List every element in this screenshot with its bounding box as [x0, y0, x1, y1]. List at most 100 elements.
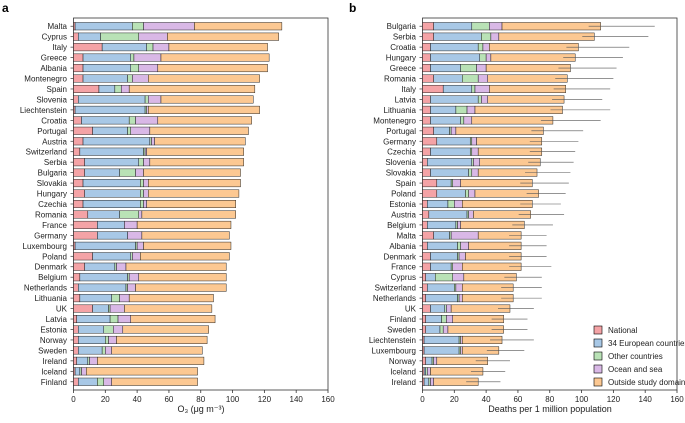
- bar-bulgaria-outside-study-domain: [501, 22, 601, 31]
- bar-czechia-national: [422, 147, 431, 156]
- legend-swatch-national: [593, 325, 603, 335]
- bar-montenegro-other-countries: [127, 74, 133, 83]
- legend-label-other: Other countries: [608, 352, 663, 361]
- bar-greece-outside-study-domain: [485, 64, 571, 73]
- category-label-ireland: Ireland: [43, 357, 67, 366]
- bar-montenegro-ocean-and-sea: [463, 116, 473, 125]
- bar-spain-other-countries: [450, 179, 453, 188]
- bar-finland-34-european-countries: [425, 315, 442, 324]
- bar-serbia-ocean-and-sea: [490, 32, 500, 41]
- bar-greece-outside-study-domain: [160, 53, 270, 62]
- bar-portugal-ocean-and-sea: [130, 126, 151, 135]
- bar-serbia-national: [73, 158, 85, 167]
- bar-italy-other-countries: [146, 43, 154, 52]
- bar-slovenia-34-european-countries: [78, 95, 146, 104]
- category-label-finland: Finland: [390, 315, 416, 324]
- bar-serbia-outside-study-domain: [498, 32, 595, 41]
- category-label-norway: Norway: [389, 357, 416, 366]
- bar-poland-national: [73, 252, 93, 261]
- x-tick-label: 0: [420, 395, 425, 404]
- bar-lithuania-outside-study-domain: [128, 294, 214, 303]
- x-tick-label: 100: [226, 395, 240, 404]
- bar-bulgaria-ocean-and-sea: [489, 22, 503, 31]
- bar-iceland-ocean-and-sea: [81, 367, 87, 376]
- category-label-montenegro: Montenegro: [373, 116, 416, 125]
- category-label-ireland: Ireland: [392, 378, 416, 387]
- bar-latvia-ocean-and-sea: [117, 315, 131, 324]
- x-tick-label: 120: [607, 395, 621, 404]
- bar-uk-34-european-countries: [92, 304, 109, 313]
- bar-liechtenstein-outside-study-domain: [148, 105, 260, 114]
- bar-denmark-34-european-countries: [84, 262, 116, 271]
- panel-label-b: b: [349, 1, 356, 15]
- bar-latvia-ocean-and-sea: [481, 95, 488, 104]
- bar-cyprus-national: [422, 273, 426, 282]
- legend-label-ocean: Ocean and sea: [608, 365, 663, 374]
- bar-luxembourg-ocean-and-sea: [136, 241, 144, 250]
- bar-france-ocean-and-sea: [452, 262, 463, 271]
- bar-netherlands-other-countries: [457, 294, 460, 303]
- bar-latvia-national: [422, 95, 431, 104]
- category-label-finland: Finland: [41, 378, 67, 387]
- bar-iceland-other-countries: [425, 367, 428, 376]
- bar-czechia-ocean-and-sea: [471, 147, 479, 156]
- bar-croatia-other-countries: [128, 116, 136, 125]
- bar-denmark-other-countries: [114, 262, 117, 271]
- bar-ireland-ocean-and-sea: [430, 377, 434, 386]
- bar-netherlands-34-european-countries: [425, 294, 458, 303]
- bar-albania-34-european-countries: [82, 64, 131, 73]
- bar-romania-34-european-countries: [433, 74, 463, 83]
- category-label-uk: UK: [56, 305, 68, 314]
- bar-latvia-34-european-countries: [430, 95, 479, 104]
- bar-sweden-outside-study-domain: [111, 346, 203, 355]
- bar-latvia-other-countries: [477, 95, 482, 104]
- bar-slovenia-national: [422, 158, 428, 167]
- bar-italy-ocean-and-sea: [474, 84, 490, 93]
- bar-czechia-other-countries: [140, 200, 144, 208]
- category-label-latvia: Latvia: [395, 95, 417, 104]
- category-label-romania: Romania: [35, 210, 68, 219]
- bar-norway-34-european-countries: [425, 356, 433, 365]
- bar-liechtenstein-national: [73, 105, 76, 114]
- bar-bulgaria-34-european-countries: [84, 168, 120, 177]
- bar-iceland-outside-study-domain: [85, 367, 198, 376]
- bar-estonia-other-countries: [103, 325, 114, 334]
- category-label-italy: Italy: [52, 43, 67, 52]
- bar-germany-34-european-countries: [97, 231, 128, 240]
- bar-denmark-national: [73, 262, 85, 271]
- category-label-slovenia: Slovenia: [36, 95, 67, 104]
- bar-belgium-outside-study-domain: [138, 273, 227, 282]
- bar-iceland-ocean-and-sea: [427, 367, 431, 376]
- bar-slovakia-national: [422, 168, 431, 177]
- bar-croatia-ocean-and-sea: [482, 43, 490, 52]
- bar-norway-national: [422, 356, 426, 365]
- legend: National 34 European countries Other cou…: [593, 325, 685, 387]
- bar-cyprus-34-european-countries: [78, 32, 101, 41]
- bar-latvia-34-european-countries: [76, 315, 111, 324]
- category-label-lithuania: Lithuania: [35, 294, 68, 303]
- bar-hungary-34-european-countries: [84, 189, 141, 198]
- bar-greece-ocean-and-sea: [133, 53, 162, 62]
- category-label-slovakia: Slovakia: [37, 179, 68, 188]
- bar-croatia-ocean-and-sea: [135, 116, 159, 125]
- bar-belgium-national: [422, 220, 428, 229]
- bar-france-34-european-countries: [97, 220, 125, 229]
- bar-uk-ocean-and-sea: [446, 304, 452, 313]
- bar-slovenia-ocean-and-sea: [148, 95, 162, 104]
- bar-austria-34-european-countries: [82, 137, 151, 146]
- bar-sweden-34-european-countries: [78, 346, 103, 355]
- bar-hungary-34-european-countries: [430, 53, 480, 62]
- category-label-denmark: Denmark: [384, 252, 417, 261]
- bar-switzerland-national: [422, 283, 428, 292]
- bar-netherlands-outside-study-domain: [135, 283, 227, 292]
- bar-hungary-ocean-and-sea: [485, 53, 492, 62]
- bar-austria-outside-study-domain: [154, 137, 246, 146]
- bar-italy-34-european-countries: [442, 84, 473, 93]
- bar-belgium-34-european-countries: [79, 273, 128, 282]
- category-label-liechtenstein: Liechtenstein: [369, 336, 416, 345]
- bar-poland-34-european-countries: [436, 189, 466, 198]
- x-tick-label: 60: [164, 395, 173, 404]
- bar-latvia-national: [73, 315, 77, 324]
- bar-sweden-other-countries: [101, 346, 106, 355]
- bar-montenegro-national: [73, 74, 84, 83]
